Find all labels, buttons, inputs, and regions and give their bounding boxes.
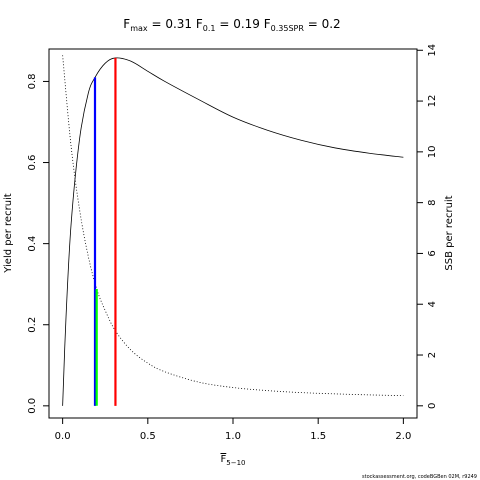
title-fmax-name: F <box>123 17 130 31</box>
ssb-per-recruit-line <box>62 55 404 397</box>
title-fspr-value: 0.2 <box>322 17 341 31</box>
title-fmax-sub: max <box>130 24 148 33</box>
series-layer <box>62 55 404 406</box>
y-left-tick-label: 0.2 <box>27 317 38 333</box>
y-right-tick-label: 12 <box>427 95 438 108</box>
title-f01-value: 0.19 <box>233 17 260 31</box>
y-right-tick-label: 14 <box>427 44 438 57</box>
x-tick-label: 0.0 <box>55 431 71 442</box>
title-fspr-name: F <box>264 17 271 31</box>
title-f01-name: F <box>196 17 203 31</box>
x-tick-label: 1.0 <box>225 431 241 442</box>
y-right-axis-title: SSB per recruit <box>444 195 455 270</box>
y-left-tick-label: 0.4 <box>27 236 38 252</box>
yield-per-recruit-line <box>62 57 404 406</box>
reference-lines <box>93 57 117 406</box>
x-axis: 0.0 0.5 1.0 1.5 2.0 <box>55 417 411 442</box>
title-fspr-sub: 0.35SPR <box>271 24 305 33</box>
footer-text: stockassessment.org, codeBGBen 02M, r924… <box>362 474 477 480</box>
y-right-tick-label: 4 <box>427 301 438 307</box>
chart-title: Fmax = 0.31 F0.1 = 0.19 F0.35SPR = 0.2 <box>123 17 340 33</box>
y-right-tick-label: 8 <box>427 199 438 205</box>
x-tick-label: 0.5 <box>140 431 156 442</box>
x-axis-title-base: F <box>221 454 227 465</box>
y-left-tick-label: 0.0 <box>27 398 38 414</box>
y-right-tick-label: 6 <box>427 250 438 256</box>
title-fmax-value: 0.31 <box>165 17 192 31</box>
x-tick-label: 2.0 <box>395 431 411 442</box>
y-right-axis: 0 2 4 6 8 10 12 14 <box>417 44 438 409</box>
y-left-tick-label: 0.6 <box>27 155 38 171</box>
y-left-tick-label: 0.8 <box>27 73 38 89</box>
y-left-axis-title: Yield per recruit <box>3 193 14 274</box>
y-right-tick-label: 0 <box>427 403 438 409</box>
x-axis-title-sub: 5−10 <box>226 459 245 467</box>
title-f01-sub: 0.1 <box>203 24 216 33</box>
y-right-tick-label: 10 <box>427 145 438 158</box>
plot-frame <box>48 48 418 419</box>
y-right-tick-label: 2 <box>427 352 438 358</box>
x-axis-title: F5−10 <box>221 454 246 467</box>
x-tick-label: 1.5 <box>310 431 326 442</box>
y-left-axis: 0.0 0.2 0.4 0.6 0.8 <box>27 73 49 414</box>
